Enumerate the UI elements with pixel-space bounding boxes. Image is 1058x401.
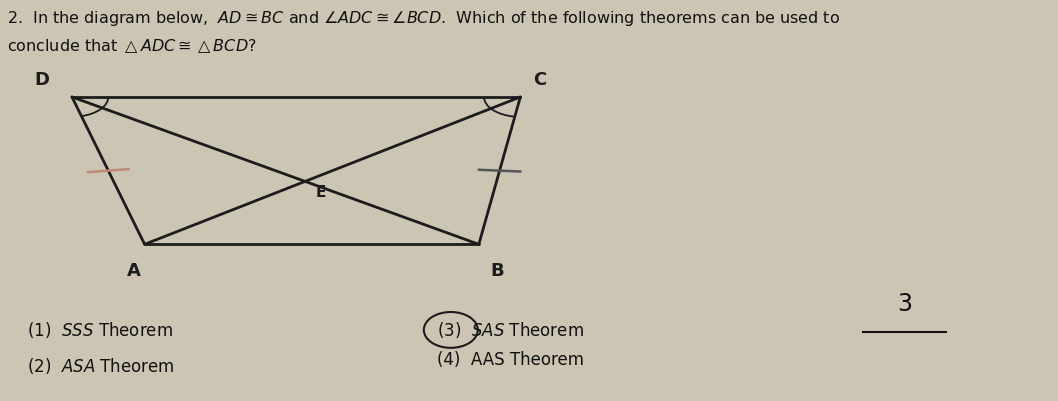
Text: (2)  $\mathit{ASA}$ Theorem: (2) $\mathit{ASA}$ Theorem <box>28 356 175 376</box>
Text: (4)  AAS Theorem: (4) AAS Theorem <box>437 351 584 369</box>
Text: 2.  In the diagram below,  $AD \cong BC$ and $\angle ADC \cong \angle BCD$.  Whi: 2. In the diagram below, $AD \cong BC$ a… <box>6 9 840 55</box>
Text: D: D <box>34 71 49 89</box>
Text: B: B <box>491 262 505 280</box>
Text: C: C <box>533 71 546 89</box>
Text: A: A <box>127 262 141 280</box>
Text: 3: 3 <box>897 292 912 316</box>
Text: (1)  $\mathit{SSS}$ Theorem: (1) $\mathit{SSS}$ Theorem <box>28 320 174 340</box>
Text: E: E <box>315 185 326 200</box>
Text: (3)  $\mathit{SAS}$ Theorem: (3) $\mathit{SAS}$ Theorem <box>437 320 584 340</box>
